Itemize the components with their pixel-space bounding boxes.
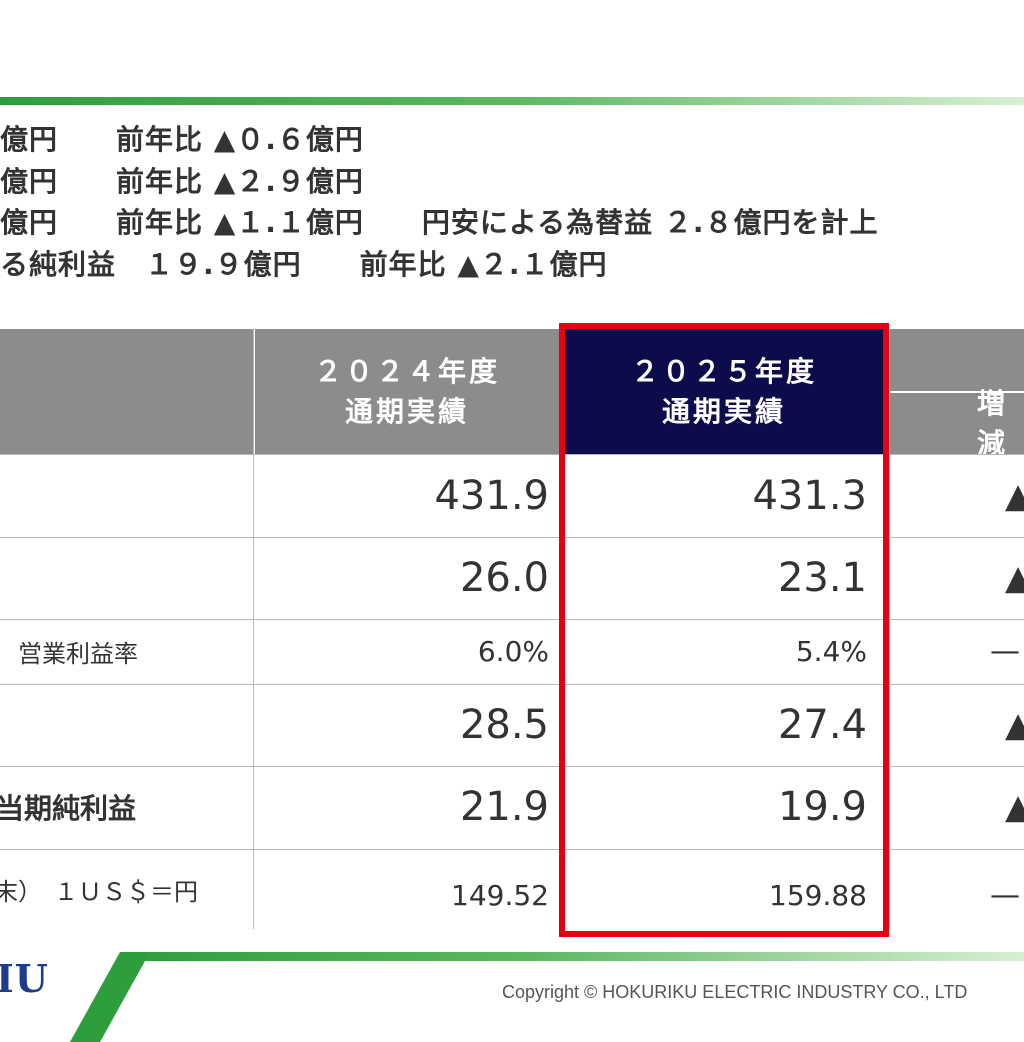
- header-2025-label: 通期実績: [661, 394, 786, 428]
- header-2025-year: ２０２５年度: [630, 354, 817, 388]
- column-divider: [889, 329, 890, 929]
- row-2-2024: 26.0: [459, 555, 549, 601]
- header-2024-year: ２０２４年度: [313, 354, 500, 388]
- row-2-change: ▲: [1005, 558, 1024, 598]
- row-5-change: ▲: [1005, 787, 1024, 827]
- row-divider: [0, 766, 1024, 767]
- row-divider: [0, 537, 1024, 538]
- row-3-2024: 6.0%: [477, 635, 549, 668]
- row-2-2025: 23.1: [777, 555, 867, 601]
- header-change-label: 増減: [977, 386, 1009, 460]
- row-divider: [0, 619, 1024, 620]
- header-2025: ２０２５年度 通期実績: [565, 329, 883, 454]
- row-4-label: [0, 685, 253, 765]
- row-6-2025: 159.88: [769, 878, 867, 912]
- row-5-2024: 21.9: [459, 784, 549, 830]
- summary-line-3: 億円 前年比 ▲１.１億円 円安による為替益 ２.８億円を計上: [0, 206, 879, 239]
- row-divider: [0, 849, 1024, 850]
- row-4-change: ▲: [1005, 705, 1024, 745]
- row-6-change: —: [990, 877, 1020, 913]
- row-divider: [0, 454, 1024, 455]
- header-change: 増減: [889, 387, 1024, 460]
- bottom-green-band: [120, 952, 1024, 961]
- row-1-2024: 431.9: [434, 473, 549, 519]
- column-divider: [253, 329, 254, 929]
- row-1-label: [0, 456, 253, 536]
- header-2024-label: 通期実績: [344, 394, 469, 428]
- row-4-2024: 28.5: [459, 702, 549, 748]
- company-logo: IU: [0, 956, 49, 1001]
- header-item-cell: [0, 329, 253, 454]
- row-1-2025: 431.3: [752, 473, 867, 519]
- top-green-band: [0, 97, 1024, 105]
- row-2-label: [0, 538, 253, 618]
- row-3-change: —: [990, 634, 1020, 669]
- row-divider: [0, 684, 1024, 685]
- row-5-label: 当期純利益: [0, 792, 137, 825]
- highlight-2025-frame: [559, 323, 889, 937]
- summary-line-4: る純利益 １９.９億円 前年比 ▲２.１億円: [0, 248, 608, 281]
- header-2024: ２０２４年度 通期実績: [255, 329, 559, 454]
- summary-line-1: 億円 前年比 ▲０.６億円: [0, 123, 364, 156]
- row-3-label: 営業利益率: [18, 640, 138, 668]
- summary-line-2: 億円 前年比 ▲２.９億円: [0, 165, 364, 198]
- row-6-label: 末） １ＵＳ＄＝円: [0, 877, 198, 906]
- bottom-diagonal-stripe: [70, 952, 150, 1042]
- row-4-2025: 27.4: [777, 702, 867, 748]
- copyright-text: Copyright © HOKURIKU ELECTRIC INDUSTRY C…: [502, 982, 968, 1002]
- row-6-2024: 149.52: [451, 878, 549, 912]
- row-1-change: ▲: [1005, 476, 1024, 516]
- row-3-2025: 5.4%: [795, 635, 867, 668]
- header-change-top: [889, 329, 1024, 391]
- row-5-2025: 19.9: [777, 784, 867, 830]
